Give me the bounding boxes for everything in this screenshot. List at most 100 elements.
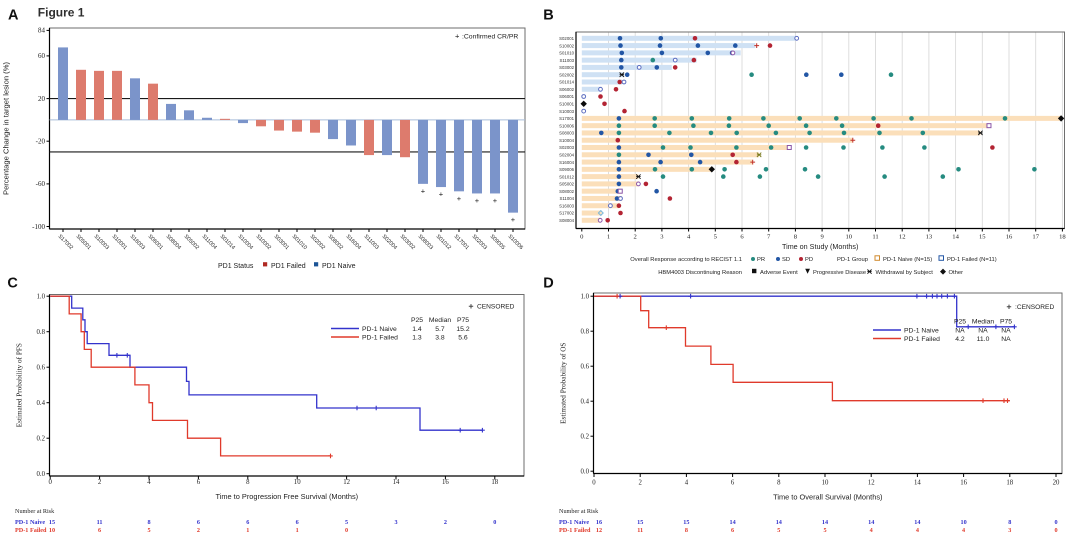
svg-text:8: 8 xyxy=(685,527,688,534)
svg-text:10: 10 xyxy=(822,480,829,487)
svg-text:10: 10 xyxy=(961,519,967,526)
svg-text:+: + xyxy=(511,215,516,224)
svg-text:S11004: S11004 xyxy=(560,196,575,201)
svg-text:0.8: 0.8 xyxy=(37,329,46,336)
svg-text:13: 13 xyxy=(926,234,933,241)
svg-text:11: 11 xyxy=(872,234,878,241)
svg-text:5: 5 xyxy=(147,527,150,534)
svg-text:S01014: S01014 xyxy=(559,80,574,85)
svg-text:S02001: S02001 xyxy=(559,36,574,41)
svg-text:2: 2 xyxy=(98,479,102,486)
svg-text:4: 4 xyxy=(147,479,151,486)
svg-text:5: 5 xyxy=(714,234,718,241)
svg-text:PD1 Naive: PD1 Naive xyxy=(322,263,356,270)
svg-text:14: 14 xyxy=(730,519,736,526)
svg-text:0.2: 0.2 xyxy=(581,434,590,441)
svg-text:4: 4 xyxy=(916,527,919,534)
svg-text:1: 1 xyxy=(607,234,610,241)
svg-text:S10004: S10004 xyxy=(559,138,574,143)
svg-text:14: 14 xyxy=(822,519,828,526)
svg-text:8: 8 xyxy=(794,234,798,241)
svg-text:S01010: S01010 xyxy=(559,51,574,56)
svg-text:+: + xyxy=(439,190,444,199)
svg-text:0.4: 0.4 xyxy=(37,400,46,407)
svg-text:15: 15 xyxy=(49,519,55,526)
svg-text:-60: -60 xyxy=(36,180,46,188)
svg-text:PD1 Failed: PD1 Failed xyxy=(271,263,306,270)
svg-text:0.8: 0.8 xyxy=(581,329,590,336)
svg-text:PD-1 Naive: PD-1 Naive xyxy=(559,519,589,526)
svg-text:S10001: S10001 xyxy=(559,102,574,107)
svg-text:11.0: 11.0 xyxy=(977,336,990,343)
svg-text:1.0: 1.0 xyxy=(581,294,590,301)
svg-text:Time to Progression Free Survi: Time to Progression Free Survival (Month… xyxy=(215,492,358,501)
svg-text:PR: PR xyxy=(757,257,765,263)
svg-text:0: 0 xyxy=(1054,527,1057,534)
svg-text:6: 6 xyxy=(731,527,734,534)
svg-text:S10003: S10003 xyxy=(559,109,574,114)
svg-text:6: 6 xyxy=(246,519,249,526)
svg-text:P25: P25 xyxy=(954,319,966,326)
svg-text:8: 8 xyxy=(777,480,781,487)
svg-text:S02002: S02002 xyxy=(559,72,574,77)
svg-text:20: 20 xyxy=(38,95,46,103)
svg-text:S17001: S17001 xyxy=(559,116,574,121)
svg-text:16: 16 xyxy=(596,519,602,526)
svg-text:15: 15 xyxy=(979,234,986,241)
svg-text:S08004: S08004 xyxy=(559,218,574,223)
svg-text:18: 18 xyxy=(1059,234,1066,241)
svg-text:2: 2 xyxy=(638,480,642,487)
svg-text:S08002: S08002 xyxy=(559,189,574,194)
svg-text:5.6: 5.6 xyxy=(458,335,468,342)
svg-text:1: 1 xyxy=(296,527,299,534)
svg-text:17: 17 xyxy=(1032,234,1039,241)
svg-text::Confirmed CR/PR: :Confirmed CR/PR xyxy=(462,34,518,41)
svg-text:Overall Response according to: Overall Response according to RECIST 1.1 xyxy=(630,257,742,263)
svg-text:11: 11 xyxy=(97,519,103,526)
svg-text:3: 3 xyxy=(660,234,664,241)
svg-text:S05002: S05002 xyxy=(559,182,574,187)
svg-text:6: 6 xyxy=(296,519,299,526)
svg-text:P75: P75 xyxy=(457,317,469,324)
svg-text:Time on Study (Months): Time on Study (Months) xyxy=(782,242,858,251)
svg-text:PD-1 Failed: PD-1 Failed xyxy=(904,336,940,343)
svg-text:0: 0 xyxy=(345,527,348,534)
svg-text:14: 14 xyxy=(914,519,920,526)
svg-text:15.2: 15.2 xyxy=(456,326,469,333)
svg-text:A: A xyxy=(8,7,19,23)
svg-text:10: 10 xyxy=(49,527,55,534)
svg-text:Progressive Disease: Progressive Disease xyxy=(813,270,866,276)
svg-text:10: 10 xyxy=(294,479,301,486)
svg-text:1: 1 xyxy=(246,527,249,534)
svg-text:PD-1 Failed: PD-1 Failed xyxy=(362,335,398,342)
svg-text:14: 14 xyxy=(776,519,782,526)
svg-text:PD-1 Failed: PD-1 Failed xyxy=(15,527,47,534)
svg-text:3: 3 xyxy=(1008,527,1011,534)
svg-text:S16004: S16004 xyxy=(559,160,574,165)
svg-text:0.2: 0.2 xyxy=(37,436,46,443)
svg-text:PD-1 Failed (N=11): PD-1 Failed (N=11) xyxy=(947,257,997,263)
svg-text:6: 6 xyxy=(98,527,101,534)
svg-text:Other: Other xyxy=(949,270,964,276)
svg-text:Estimated Probability of OS: Estimated Probability of OS xyxy=(560,343,568,424)
svg-text:B: B xyxy=(543,7,553,23)
svg-text:PD1 Status: PD1 Status xyxy=(218,263,254,270)
svg-text:6: 6 xyxy=(740,234,744,241)
svg-text:6: 6 xyxy=(197,519,200,526)
svg-text:16: 16 xyxy=(960,480,967,487)
svg-text:S16003: S16003 xyxy=(559,203,574,208)
svg-text:84: 84 xyxy=(38,27,46,35)
svg-text:PD-1 Group: PD-1 Group xyxy=(837,257,868,263)
svg-text:PD-1 Failed: PD-1 Failed xyxy=(559,527,591,534)
svg-text:3.8: 3.8 xyxy=(435,335,445,342)
svg-text:PD: PD xyxy=(805,257,813,263)
svg-text:15: 15 xyxy=(683,519,689,526)
svg-text:6: 6 xyxy=(731,480,735,487)
svg-text:60: 60 xyxy=(38,52,46,60)
svg-text:2: 2 xyxy=(444,519,447,526)
svg-text:0: 0 xyxy=(1054,519,1057,526)
svg-text:1.0: 1.0 xyxy=(37,294,46,301)
svg-text:3: 3 xyxy=(394,519,397,526)
svg-text:4: 4 xyxy=(870,527,873,534)
svg-text:S10006: S10006 xyxy=(559,123,574,128)
